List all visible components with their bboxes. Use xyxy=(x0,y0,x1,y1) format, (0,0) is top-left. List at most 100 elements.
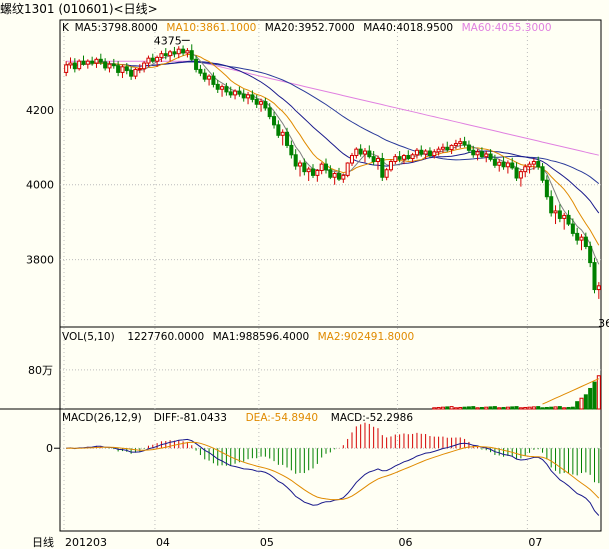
candle-body xyxy=(536,161,541,168)
candle-body xyxy=(514,167,519,179)
candle-body xyxy=(453,143,458,146)
candle-body xyxy=(549,196,554,214)
volume-bar xyxy=(440,406,445,410)
period-label: 日线 xyxy=(32,535,54,549)
ma5-line xyxy=(66,51,600,265)
candle-body xyxy=(129,70,134,77)
price-legend-item: MA20:3952.7000 xyxy=(265,22,355,34)
candle-body xyxy=(181,48,186,54)
volume-bar xyxy=(575,401,580,410)
candle-body xyxy=(319,163,324,172)
candle-body xyxy=(432,151,437,157)
candle-body xyxy=(527,163,532,168)
candle-body xyxy=(85,60,90,65)
volume-bar xyxy=(497,407,502,410)
date-tick-label: 201203 xyxy=(65,536,107,549)
candle-body xyxy=(111,63,116,67)
candle-body xyxy=(323,163,329,171)
candle-body xyxy=(202,72,207,80)
candle-body xyxy=(90,60,95,64)
candle-body xyxy=(406,155,411,160)
candle-body xyxy=(393,156,398,163)
volume-bar xyxy=(562,407,567,410)
volume-bar xyxy=(536,406,541,410)
volume-bar xyxy=(531,406,536,410)
candle-body xyxy=(510,162,515,169)
volume-bar xyxy=(436,406,441,410)
candle-body xyxy=(306,168,311,173)
price-legend-item: MA40:4018.9500 xyxy=(363,22,453,34)
candle-body xyxy=(285,131,290,146)
candle-body xyxy=(172,51,177,55)
candle-body xyxy=(375,158,380,163)
volume-bar xyxy=(501,406,506,410)
candle-body xyxy=(484,153,489,158)
volume-bar xyxy=(462,406,467,410)
volume-bar xyxy=(505,406,510,410)
candle-body xyxy=(423,150,428,155)
candle-body xyxy=(198,68,203,74)
volume-bar xyxy=(475,407,480,410)
candle-body xyxy=(276,124,281,136)
candle-body xyxy=(354,148,359,157)
candle-body xyxy=(250,94,255,100)
volume-bar xyxy=(540,407,545,410)
macd-panel-frame xyxy=(59,408,602,532)
volume-bar xyxy=(549,406,554,410)
candle-body xyxy=(246,94,251,99)
candle-body xyxy=(358,148,363,155)
candle-body xyxy=(94,58,99,64)
candle-body xyxy=(540,166,545,181)
candle-body xyxy=(77,60,82,70)
volume-bar xyxy=(453,407,458,410)
candle-body xyxy=(505,162,510,168)
candle-body xyxy=(263,101,268,109)
candle-body xyxy=(142,62,147,70)
candle-body xyxy=(488,153,493,160)
candle-body xyxy=(168,51,173,57)
candle-body xyxy=(289,144,294,156)
candle-body xyxy=(259,101,264,105)
candle-body xyxy=(445,146,450,151)
candle-body xyxy=(233,90,238,96)
candle-body xyxy=(583,236,588,248)
price-tick-label: 4000 xyxy=(26,179,54,192)
candle-body xyxy=(592,262,597,291)
candle-body xyxy=(410,154,415,160)
volume-bar xyxy=(466,406,471,410)
volume-bar xyxy=(527,406,532,410)
macd-diff-line xyxy=(66,438,600,516)
volume-bar xyxy=(458,406,463,410)
price-legend-item: MA60:4055.3000 xyxy=(462,22,552,34)
candle-body xyxy=(103,61,108,69)
price-legend-item: MA5:3798.8000 xyxy=(75,22,158,34)
volume-bar xyxy=(518,407,523,410)
candle-body xyxy=(68,62,73,66)
volume-legend-item: 1227760.0000 xyxy=(127,331,204,343)
volume-bar xyxy=(488,406,493,410)
macd-legend-item: DEA:-54.8940 xyxy=(246,412,318,424)
candle-body xyxy=(475,151,480,156)
candle-body xyxy=(241,93,246,99)
candle-body xyxy=(150,57,155,62)
price-tick-label: 4200 xyxy=(26,104,54,117)
candle-body xyxy=(185,50,190,54)
candle-body xyxy=(228,91,233,96)
candle-body xyxy=(562,214,567,219)
candle-body xyxy=(388,161,393,171)
candle-body xyxy=(120,66,125,73)
volume-bar xyxy=(544,406,549,410)
date-tick-label: 05 xyxy=(260,536,274,549)
volume-bar xyxy=(592,381,597,410)
candle-body xyxy=(107,63,112,69)
volume-legend-item: MA1:988596.4000 xyxy=(213,331,310,343)
price-legend-item: K xyxy=(62,22,70,34)
price-legend-item: MA10:3861.1000 xyxy=(166,22,256,34)
ma10-line xyxy=(66,53,600,246)
candle-body xyxy=(449,144,454,151)
candle-body xyxy=(302,162,307,173)
candle-body xyxy=(588,246,593,264)
candle-body xyxy=(293,154,298,167)
